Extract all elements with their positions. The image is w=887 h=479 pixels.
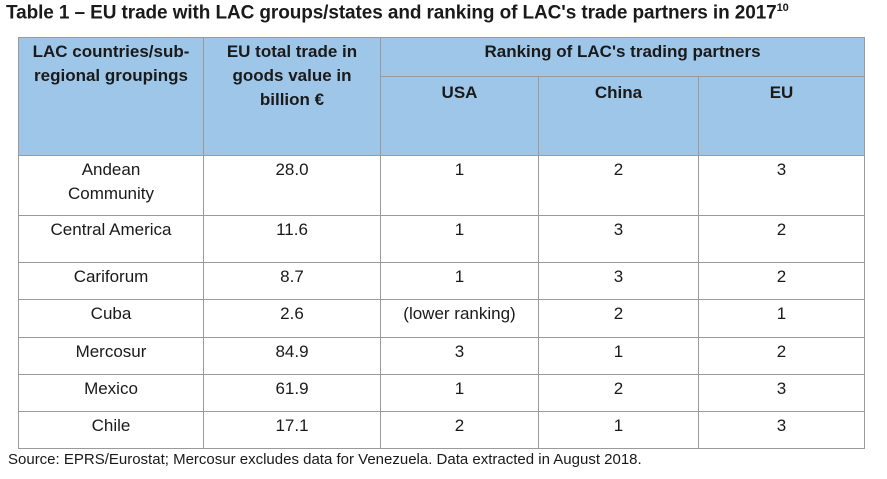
cell-eu: 2 (697, 337, 866, 375)
cell-usa: (lower ranking) (380, 299, 539, 338)
trade-ranking-table: LAC countries/sub-regional groupings EU … (18, 37, 866, 449)
header-china: China (538, 76, 699, 156)
table-row: Chile 17.1 2 1 3 (18, 411, 866, 449)
cell-group: Mercosur (18, 337, 204, 375)
cell-value: 8.7 (203, 262, 381, 300)
cell-eu: 3 (697, 155, 866, 216)
cell-eu: 3 (697, 411, 866, 449)
cell-china: 3 (538, 262, 699, 300)
table-title: Table 1 – EU trade with LAC groups/state… (6, 2, 789, 24)
cell-group: Central America (18, 215, 204, 263)
cell-usa: 1 (380, 155, 539, 216)
header-eu-trade-value: EU total trade in goods value in billion… (203, 37, 381, 156)
header-usa: USA (380, 76, 539, 156)
cell-value: 28.0 (203, 155, 381, 216)
cell-usa: 1 (380, 262, 539, 300)
cell-china: 2 (538, 155, 699, 216)
footnote-marker: 10 (776, 2, 789, 14)
cell-eu: 3 (697, 374, 866, 412)
cell-value: 2.6 (203, 299, 381, 338)
cell-eu: 1 (697, 299, 866, 338)
cell-group: Chile (18, 411, 204, 449)
cell-china: 1 (538, 337, 699, 375)
cell-group: Cariforum (18, 262, 204, 300)
cell-eu: 2 (697, 215, 866, 263)
cell-group: Mexico (18, 374, 204, 412)
table-row: Cuba 2.6 (lower ranking) 2 1 (18, 299, 866, 338)
cell-value: 61.9 (203, 374, 381, 412)
header-lac-groupings: LAC countries/sub-regional groupings (18, 37, 204, 156)
cell-value: 11.6 (203, 215, 381, 263)
cell-usa: 3 (380, 337, 539, 375)
cell-group: Cuba (18, 299, 204, 338)
source-note: Source: EPRS/Eurostat; Mercosur excludes… (8, 451, 642, 468)
cell-usa: 1 (380, 374, 539, 412)
table-row: Cariforum 8.7 1 3 2 (18, 262, 866, 300)
table-row: Mexico 61.9 1 2 3 (18, 374, 866, 412)
cell-group: Andean Community (18, 155, 204, 216)
cell-usa: 2 (380, 411, 539, 449)
cell-china: 2 (538, 374, 699, 412)
table-row: Central America 11.6 1 3 2 (18, 215, 866, 263)
header-eu: EU (697, 76, 866, 156)
cell-china: 1 (538, 411, 699, 449)
cell-china: 2 (538, 299, 699, 338)
cell-value: 17.1 (203, 411, 381, 449)
cell-eu: 2 (697, 262, 866, 300)
cell-china: 3 (538, 215, 699, 263)
table-row: Andean Community 28.0 1 2 3 (18, 155, 866, 216)
cell-usa: 1 (380, 215, 539, 263)
header-ranking-group: Ranking of LAC's trading partners (379, 37, 866, 77)
table-title-text: Table 1 – EU trade with LAC groups/state… (6, 2, 777, 24)
cell-value: 84.9 (203, 337, 381, 375)
table-row: Mercosur 84.9 3 1 2 (18, 337, 866, 375)
